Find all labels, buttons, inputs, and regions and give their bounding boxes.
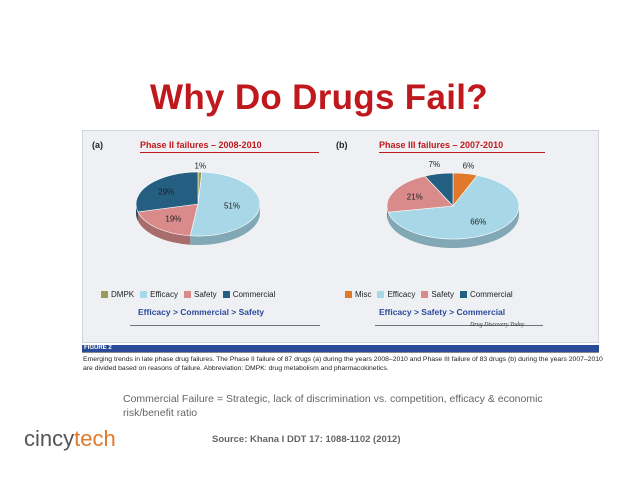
panel-b-letter: (b) — [336, 140, 348, 150]
source-citation: Source: Khana I DDT 17: 1088-1102 (2012) — [212, 434, 401, 445]
legend-label-efficacy: Efficacy — [387, 290, 416, 299]
caption-bar: FIGURE 2 — [82, 345, 599, 353]
pie-side-safety — [137, 211, 191, 245]
pie-label-misc: 6% — [463, 161, 475, 170]
legend-swatch-commercial — [222, 291, 230, 298]
panel-b-conclusion: Efficacy > Safety > Commercial — [379, 307, 506, 317]
phase-iii-pie-chart: 6% 66% 21% 7% — [386, 160, 520, 248]
pie-label-commercial: 7% — [429, 160, 441, 169]
legend-item-efficacy: Efficacy — [377, 290, 415, 299]
legend-swatch-efficacy — [377, 291, 385, 298]
legend-item-misc: Misc — [345, 290, 371, 299]
figure-panel: (a) Phase II failures – 2008-2010 (b) Ph… — [82, 130, 599, 343]
logo-part-cincy: cincy — [24, 426, 75, 451]
pie-label-commercial: 29% — [158, 187, 174, 196]
pie-side-efficacy — [388, 206, 519, 248]
legend-label-efficacy: Efficacy — [150, 290, 178, 299]
pie-slice-commercial — [424, 172, 454, 207]
pie-slice-safety — [386, 175, 454, 213]
legend-swatch-efficacy — [140, 291, 148, 298]
legend-label-dmpk: DMPK — [111, 290, 135, 299]
legend-swatch-safety — [421, 291, 429, 298]
legend-swatch-misc — [345, 291, 352, 298]
legend-item-commercial: Commercial — [222, 290, 276, 299]
phase-iii-legend: Misc Efficacy Safety Commercial — [345, 290, 513, 299]
pie-slice-efficacy — [387, 174, 520, 240]
pie-label-safety: 21% — [407, 192, 423, 201]
phase-ii-pie-chart: 1% 51% 19% 29% — [135, 162, 261, 245]
legend-label-commercial: Commercial — [470, 290, 513, 299]
legend-item-safety: Safety — [421, 290, 454, 299]
legend-swatch-dmpk — [101, 291, 108, 298]
slide-title: Why Do Drugs Fail? — [150, 78, 488, 117]
journal-name: Drug Discovery Today — [470, 322, 525, 328]
legend-swatch-safety — [184, 291, 191, 298]
pie-label-efficacy: 51% — [224, 202, 240, 211]
cincytech-logo: cincytech — [24, 426, 124, 454]
figure-caption: Emerging trends in late phase drug failu… — [83, 356, 603, 372]
phase-ii-legend: DMPK Efficacy Safety Commercial — [101, 290, 275, 299]
commercial-failure-note: Commercial Failure = Strategic, lack of … — [123, 393, 543, 419]
legend-item-dmpk: DMPK — [101, 290, 134, 299]
pie-label-safety: 19% — [165, 214, 181, 223]
logo-wordmark: cincytech — [24, 426, 116, 451]
legend-item-safety: Safety — [184, 290, 217, 299]
panel-a-bottom-rule — [130, 325, 320, 326]
pie-label-dmpk: 1% — [195, 162, 207, 171]
pie-label-efficacy: 66% — [470, 217, 486, 226]
panel-a-letter: (a) — [92, 140, 103, 150]
panel-b-rule — [379, 152, 545, 153]
pie-slice-safety — [137, 203, 199, 237]
legend-swatch-commercial — [460, 291, 468, 298]
legend-label-safety: Safety — [431, 290, 455, 299]
panel-a-title: Phase II failures – 2008-2010 — [140, 140, 262, 150]
logo-part-tech: tech — [74, 426, 116, 451]
legend-label-commercial: Commercial — [232, 290, 276, 299]
pie-slice-commercial — [135, 171, 199, 213]
caption-label: FIGURE 2 — [84, 345, 112, 351]
panel-b-bottom-rule — [375, 325, 543, 326]
panel-b-title: Phase III failures – 2007-2010 — [379, 140, 504, 150]
panel-a-rule — [140, 152, 319, 153]
legend-item-commercial: Commercial — [460, 290, 513, 299]
legend-item-efficacy: Efficacy — [140, 290, 178, 299]
legend-label-safety: Safety — [194, 290, 217, 299]
legend-label-misc: Misc — [355, 290, 372, 299]
pie-slice-efficacy — [189, 171, 261, 237]
panel-a-conclusion: Efficacy > Commercial > Safety — [138, 307, 265, 317]
pie-side-efficacy — [190, 204, 260, 245]
